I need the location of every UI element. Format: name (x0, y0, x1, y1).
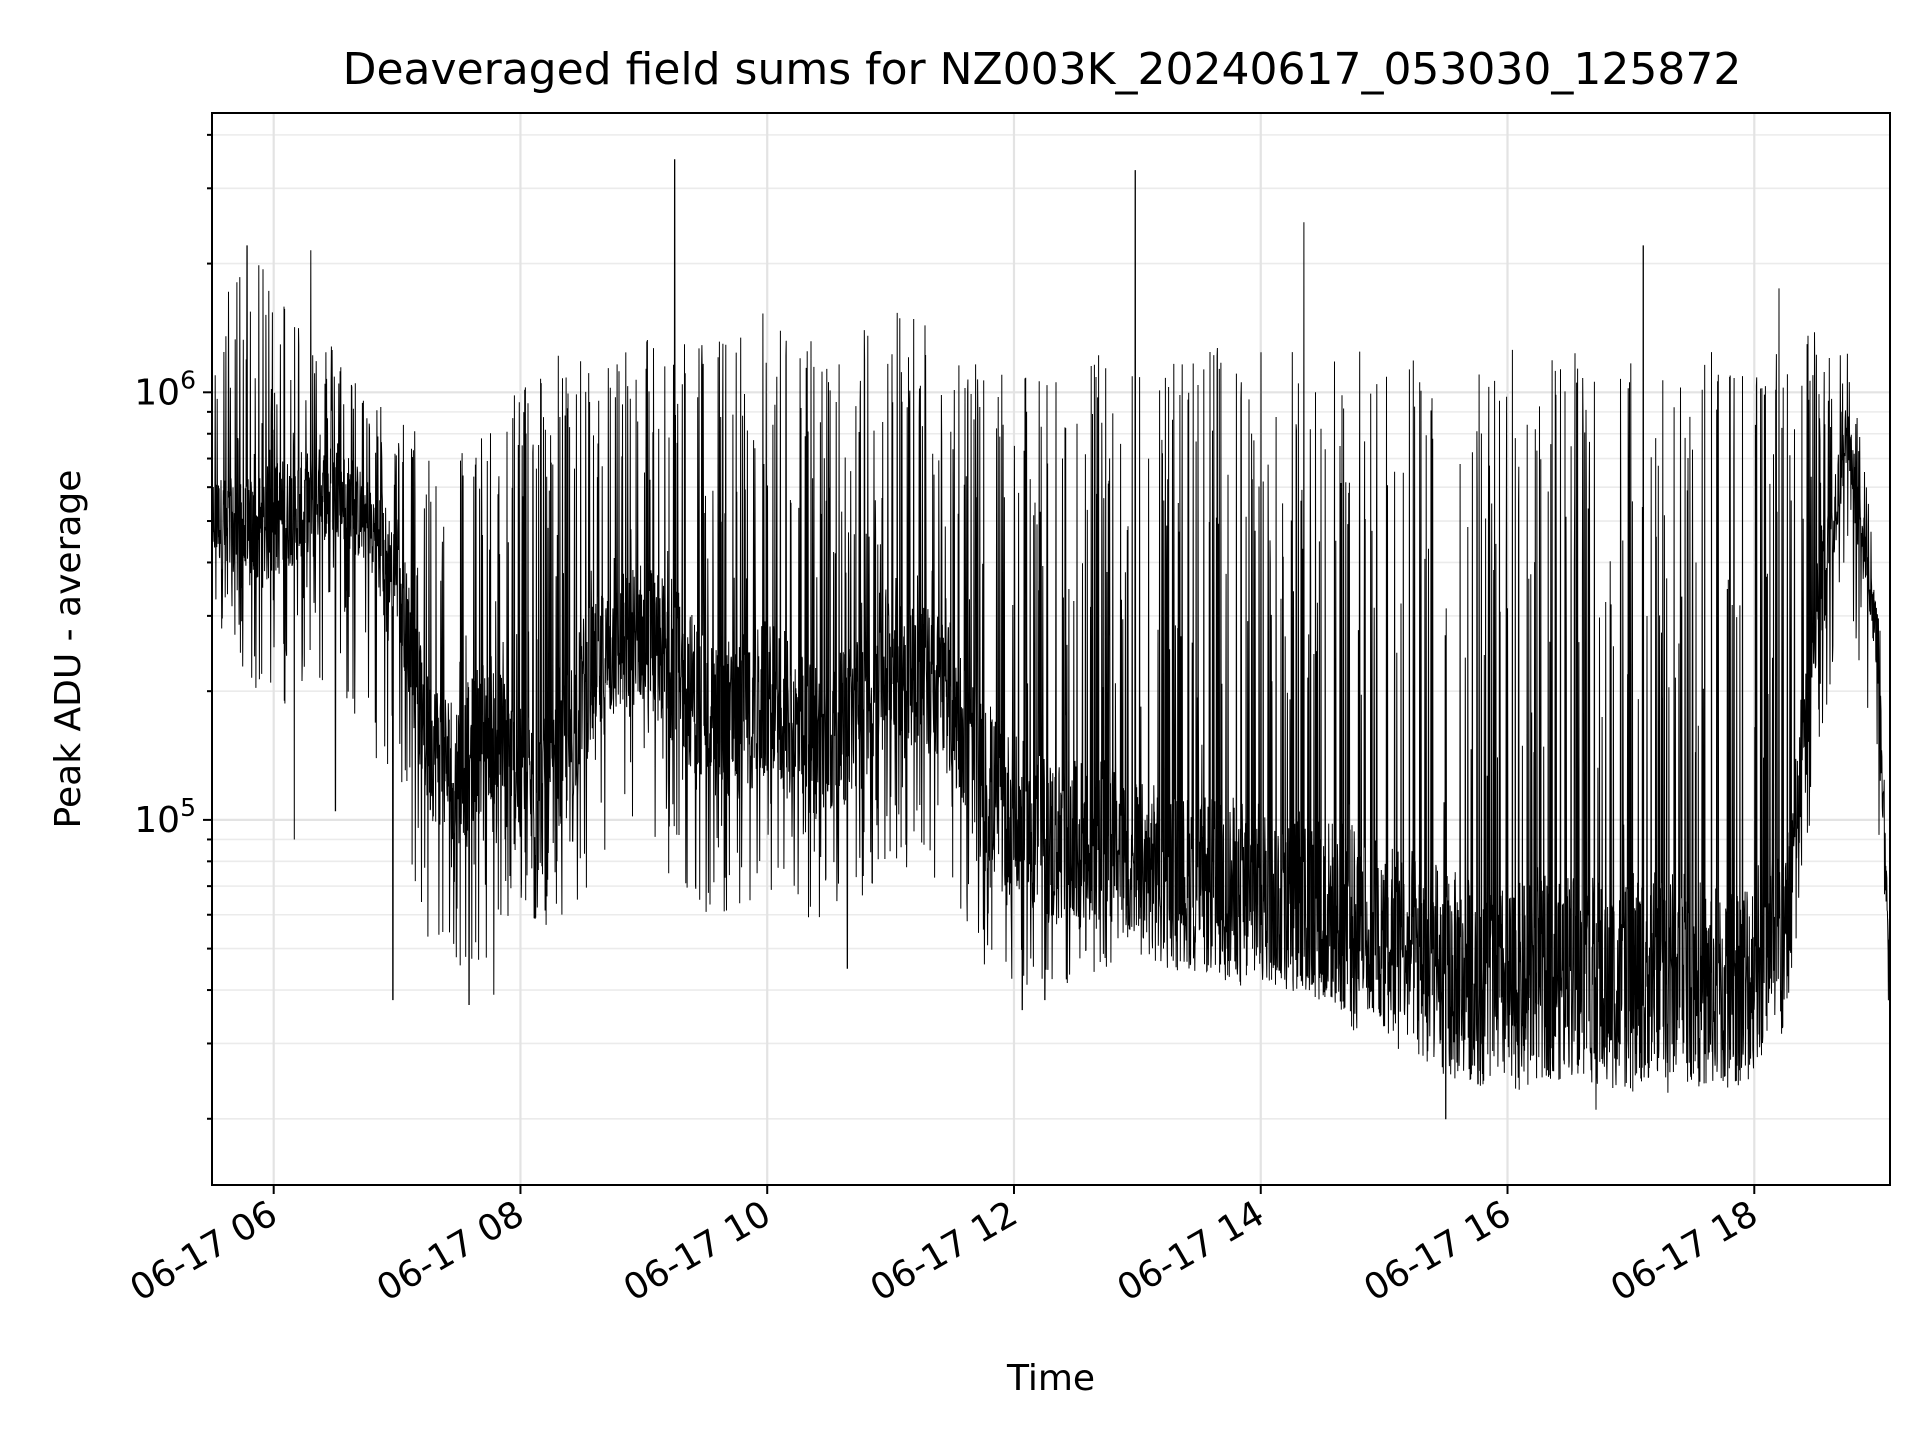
x-axis: 06-17 06 06-17 08 06-17 10 06-17 12 06-17 14… (124, 1185, 1765, 1310)
y-tick-label: 106 (134, 365, 196, 413)
x-tick-label: 06-17 10 (617, 1193, 778, 1309)
y-axis: 105 106 (134, 133, 212, 1120)
y-axis-label: Peak ADU - average (48, 470, 89, 829)
chart-title: Deaveraged field sums for NZ003K_2024061… (343, 44, 1742, 95)
x-tick-label: 06-17 18 (1604, 1193, 1765, 1309)
x-axis-label: Time (1006, 1358, 1095, 1399)
x-tick-label: 06-17 06 (124, 1193, 285, 1309)
x-tick-label: 06-17 14 (1111, 1193, 1272, 1309)
series-layer (211, 159, 1891, 1120)
plot-frame (211, 112, 1891, 1186)
x-tick-label: 06-17 12 (864, 1193, 1025, 1309)
series-line (211, 159, 1891, 1120)
x-tick-label: 06-17 16 (1357, 1193, 1518, 1309)
y-tick-label: 105 (134, 793, 196, 841)
x-tick-label: 06-17 08 (370, 1193, 531, 1309)
